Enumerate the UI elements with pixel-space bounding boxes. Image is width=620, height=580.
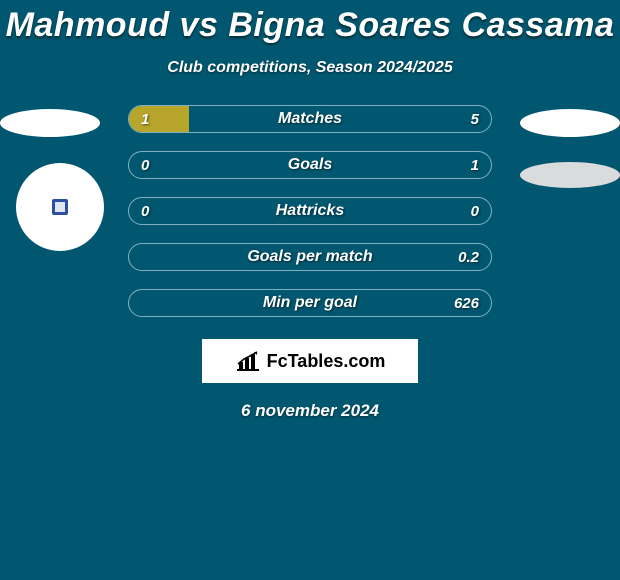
comparison-layout: Matches15Goals01Hattricks00Goals per mat… [0, 105, 620, 317]
brand-text: FcTables.com [267, 351, 386, 372]
stat-value-right: 5 [471, 106, 479, 132]
stat-bar: Goals0 1 [128, 151, 492, 179]
stat-label: Min per goal [129, 290, 491, 316]
stat-value-left: 0 [141, 198, 149, 224]
stat-label: Goals per match [129, 244, 491, 270]
page-title: Mahmoud vs Bigna Soares Cassama [6, 6, 615, 45]
stat-bar: Hattricks0 0 [128, 197, 492, 225]
right-player-avatar [500, 107, 620, 227]
right-player-avatar-column [500, 105, 620, 227]
stat-value-left: 0 [141, 152, 149, 178]
bar-fill-left [129, 106, 189, 132]
page-subtitle: Club competitions, Season 2024/2025 [167, 59, 452, 77]
brand-badge: FcTables.com [202, 339, 418, 383]
stat-label: Hattricks [129, 198, 491, 224]
stat-label: Goals [129, 152, 491, 178]
left-player-avatar-column [0, 105, 120, 267]
left-player-avatar [0, 107, 120, 267]
stat-bars: Matches15Goals01Hattricks00Goals per mat… [120, 105, 500, 317]
brand-chart-icon [235, 350, 261, 372]
page-root: Mahmoud vs Bigna Soares Cassama Club com… [0, 0, 620, 580]
stat-value-right: 626 [454, 290, 479, 316]
stat-bar: Matches15 [128, 105, 492, 133]
stat-bar: Min per goal626 [128, 289, 492, 317]
page-date: 6 november 2024 [241, 401, 379, 421]
stat-value-right: 0 [471, 198, 479, 224]
stat-value-right: 1 [471, 152, 479, 178]
stat-value-right: 0.2 [458, 244, 479, 270]
stat-bar: Goals per match0.2 [128, 243, 492, 271]
